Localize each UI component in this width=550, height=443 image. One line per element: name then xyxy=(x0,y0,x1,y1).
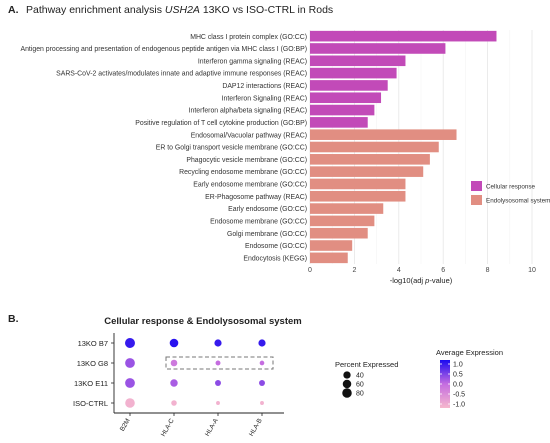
dot-plot-title: Cellular response & Endolysosomal system xyxy=(104,316,301,327)
color-legend-label: -1.0 xyxy=(453,402,465,409)
y-tick-label: 13KO E11 xyxy=(74,379,108,388)
size-legend-label: 60 xyxy=(356,382,364,389)
bar xyxy=(310,67,397,79)
bar-label: SARS-CoV-2 activates/modulates innate an… xyxy=(56,71,307,78)
x-axis-label: -log10(adj p-value) xyxy=(390,276,453,285)
bar xyxy=(310,252,348,264)
dot xyxy=(214,339,222,347)
bar xyxy=(310,227,368,239)
x-tick-label: 6 xyxy=(441,267,445,274)
bar-label: Early endosome membrane (GO:CC) xyxy=(193,182,307,189)
bar-label: Endosomal/Vacuolar pathway (REAC) xyxy=(191,132,307,139)
x-tick-label: HLA-B xyxy=(248,418,264,438)
bar xyxy=(310,117,368,128)
bar xyxy=(310,203,384,214)
highlight-box xyxy=(165,356,274,370)
bar xyxy=(310,240,353,251)
bar xyxy=(310,154,430,165)
bar-label: ER to Golgi transport vesicle membrane (… xyxy=(156,145,307,152)
dot xyxy=(215,360,221,366)
bar xyxy=(310,80,388,91)
bar xyxy=(310,43,446,54)
bar xyxy=(310,141,439,153)
size-legend-dot xyxy=(342,379,352,389)
bar xyxy=(310,178,406,190)
bar-label: ER-Phagosome pathway (REAC) xyxy=(205,194,307,201)
legend-swatch xyxy=(471,195,482,205)
x-tick-label: HLA-C xyxy=(160,417,176,438)
bar-label: Antigen processing and presentation of e… xyxy=(20,46,307,53)
x-tick-label: 4 xyxy=(397,267,401,274)
bar-label: DAP12 interactions (REAC) xyxy=(222,83,307,90)
expression-dot-plot: Cellular response & Endolysosomal system… xyxy=(73,316,503,438)
dot xyxy=(125,358,135,368)
dot xyxy=(260,401,264,405)
size-legend-dot xyxy=(342,388,352,398)
bar xyxy=(310,166,424,177)
dot xyxy=(215,380,221,386)
dot xyxy=(216,401,220,405)
dot xyxy=(125,338,135,348)
y-tick-label: 13KO B7 xyxy=(78,339,108,348)
color-legend-label: 0.0 xyxy=(453,382,463,389)
x-tick-label: B2M xyxy=(119,418,132,433)
dot xyxy=(258,339,266,347)
bar-label: Recycling endosome membrane (GO:CC) xyxy=(179,169,307,176)
legend-swatch xyxy=(471,181,482,191)
bar xyxy=(310,129,457,140)
size-legend-label: 40 xyxy=(356,373,364,380)
panel-a-title-gene: USH2A xyxy=(165,4,200,16)
dot xyxy=(125,378,135,388)
dot xyxy=(259,360,265,366)
x-tick-label: 8 xyxy=(486,267,490,274)
bar-label: Interferon Signaling (REAC) xyxy=(222,95,307,102)
legend-label: Endolysosomal system xyxy=(486,198,550,205)
size-legend-label: 80 xyxy=(356,391,364,398)
panel-a-title-post: 13KO vs ISO-CTRL in Rods xyxy=(200,4,333,16)
bar xyxy=(310,190,406,202)
legend-label: Cellular response xyxy=(486,184,535,191)
y-tick-label: 13KO G8 xyxy=(77,359,108,368)
panel-b-letter: B. xyxy=(8,313,19,325)
dot xyxy=(125,398,135,408)
bar-label: Early endosome (GO:CC) xyxy=(228,206,307,213)
bar xyxy=(310,30,497,42)
dot xyxy=(259,380,265,386)
panel-a-letter: A. xyxy=(8,4,19,16)
dot xyxy=(169,338,179,348)
x-tick-label: HLA-A xyxy=(204,417,220,438)
size-legend-title: Percent Expressed xyxy=(335,360,398,369)
bar xyxy=(310,104,375,116)
x-tick-label: 2 xyxy=(352,267,356,274)
x-tick-label: 10 xyxy=(528,267,536,274)
bar xyxy=(310,215,375,227)
bar-label: Endosome membrane (GO:CC) xyxy=(210,218,307,225)
x-tick-label: 0 xyxy=(308,267,312,274)
dot xyxy=(170,359,178,367)
dot xyxy=(170,379,178,387)
color-legend-title: Average Expression xyxy=(436,348,503,357)
bar xyxy=(310,92,382,104)
color-legend-label: -0.5 xyxy=(453,392,465,399)
bar-label: Interferon alpha/beta signaling (REAC) xyxy=(189,108,307,115)
bar-label: Phagocytic vesicle membrane (GO:CC) xyxy=(186,157,307,164)
size-legend-dot xyxy=(343,371,351,379)
bar-label: Interferon gamma signaling (REAC) xyxy=(198,58,307,65)
color-legend-bar xyxy=(440,360,450,408)
bar-label: MHC class I protein complex (GO:CC) xyxy=(190,34,307,41)
panel-a-title-pre: Pathway enrichment analysis xyxy=(26,4,165,16)
color-legend-label: 0.5 xyxy=(453,372,463,379)
bar-label: Endosome (GO:CC) xyxy=(245,243,307,250)
bar-label: Golgi membrane (GO:CC) xyxy=(227,231,307,238)
color-legend-label: 1.0 xyxy=(453,362,463,369)
enrichment-bar-chart: MHC class I protein complex (GO:CC) Antig… xyxy=(20,30,550,285)
bar xyxy=(310,55,406,67)
dot xyxy=(171,400,177,406)
bar-label: Endocytosis (KEGG) xyxy=(243,255,307,262)
y-tick-label: ISO-CTRL xyxy=(73,399,108,408)
panel-a-title: Pathway enrichment analysis USH2A 13KO v… xyxy=(26,4,333,16)
bar-label: Positive regulation of T cell cytokine p… xyxy=(135,120,307,127)
